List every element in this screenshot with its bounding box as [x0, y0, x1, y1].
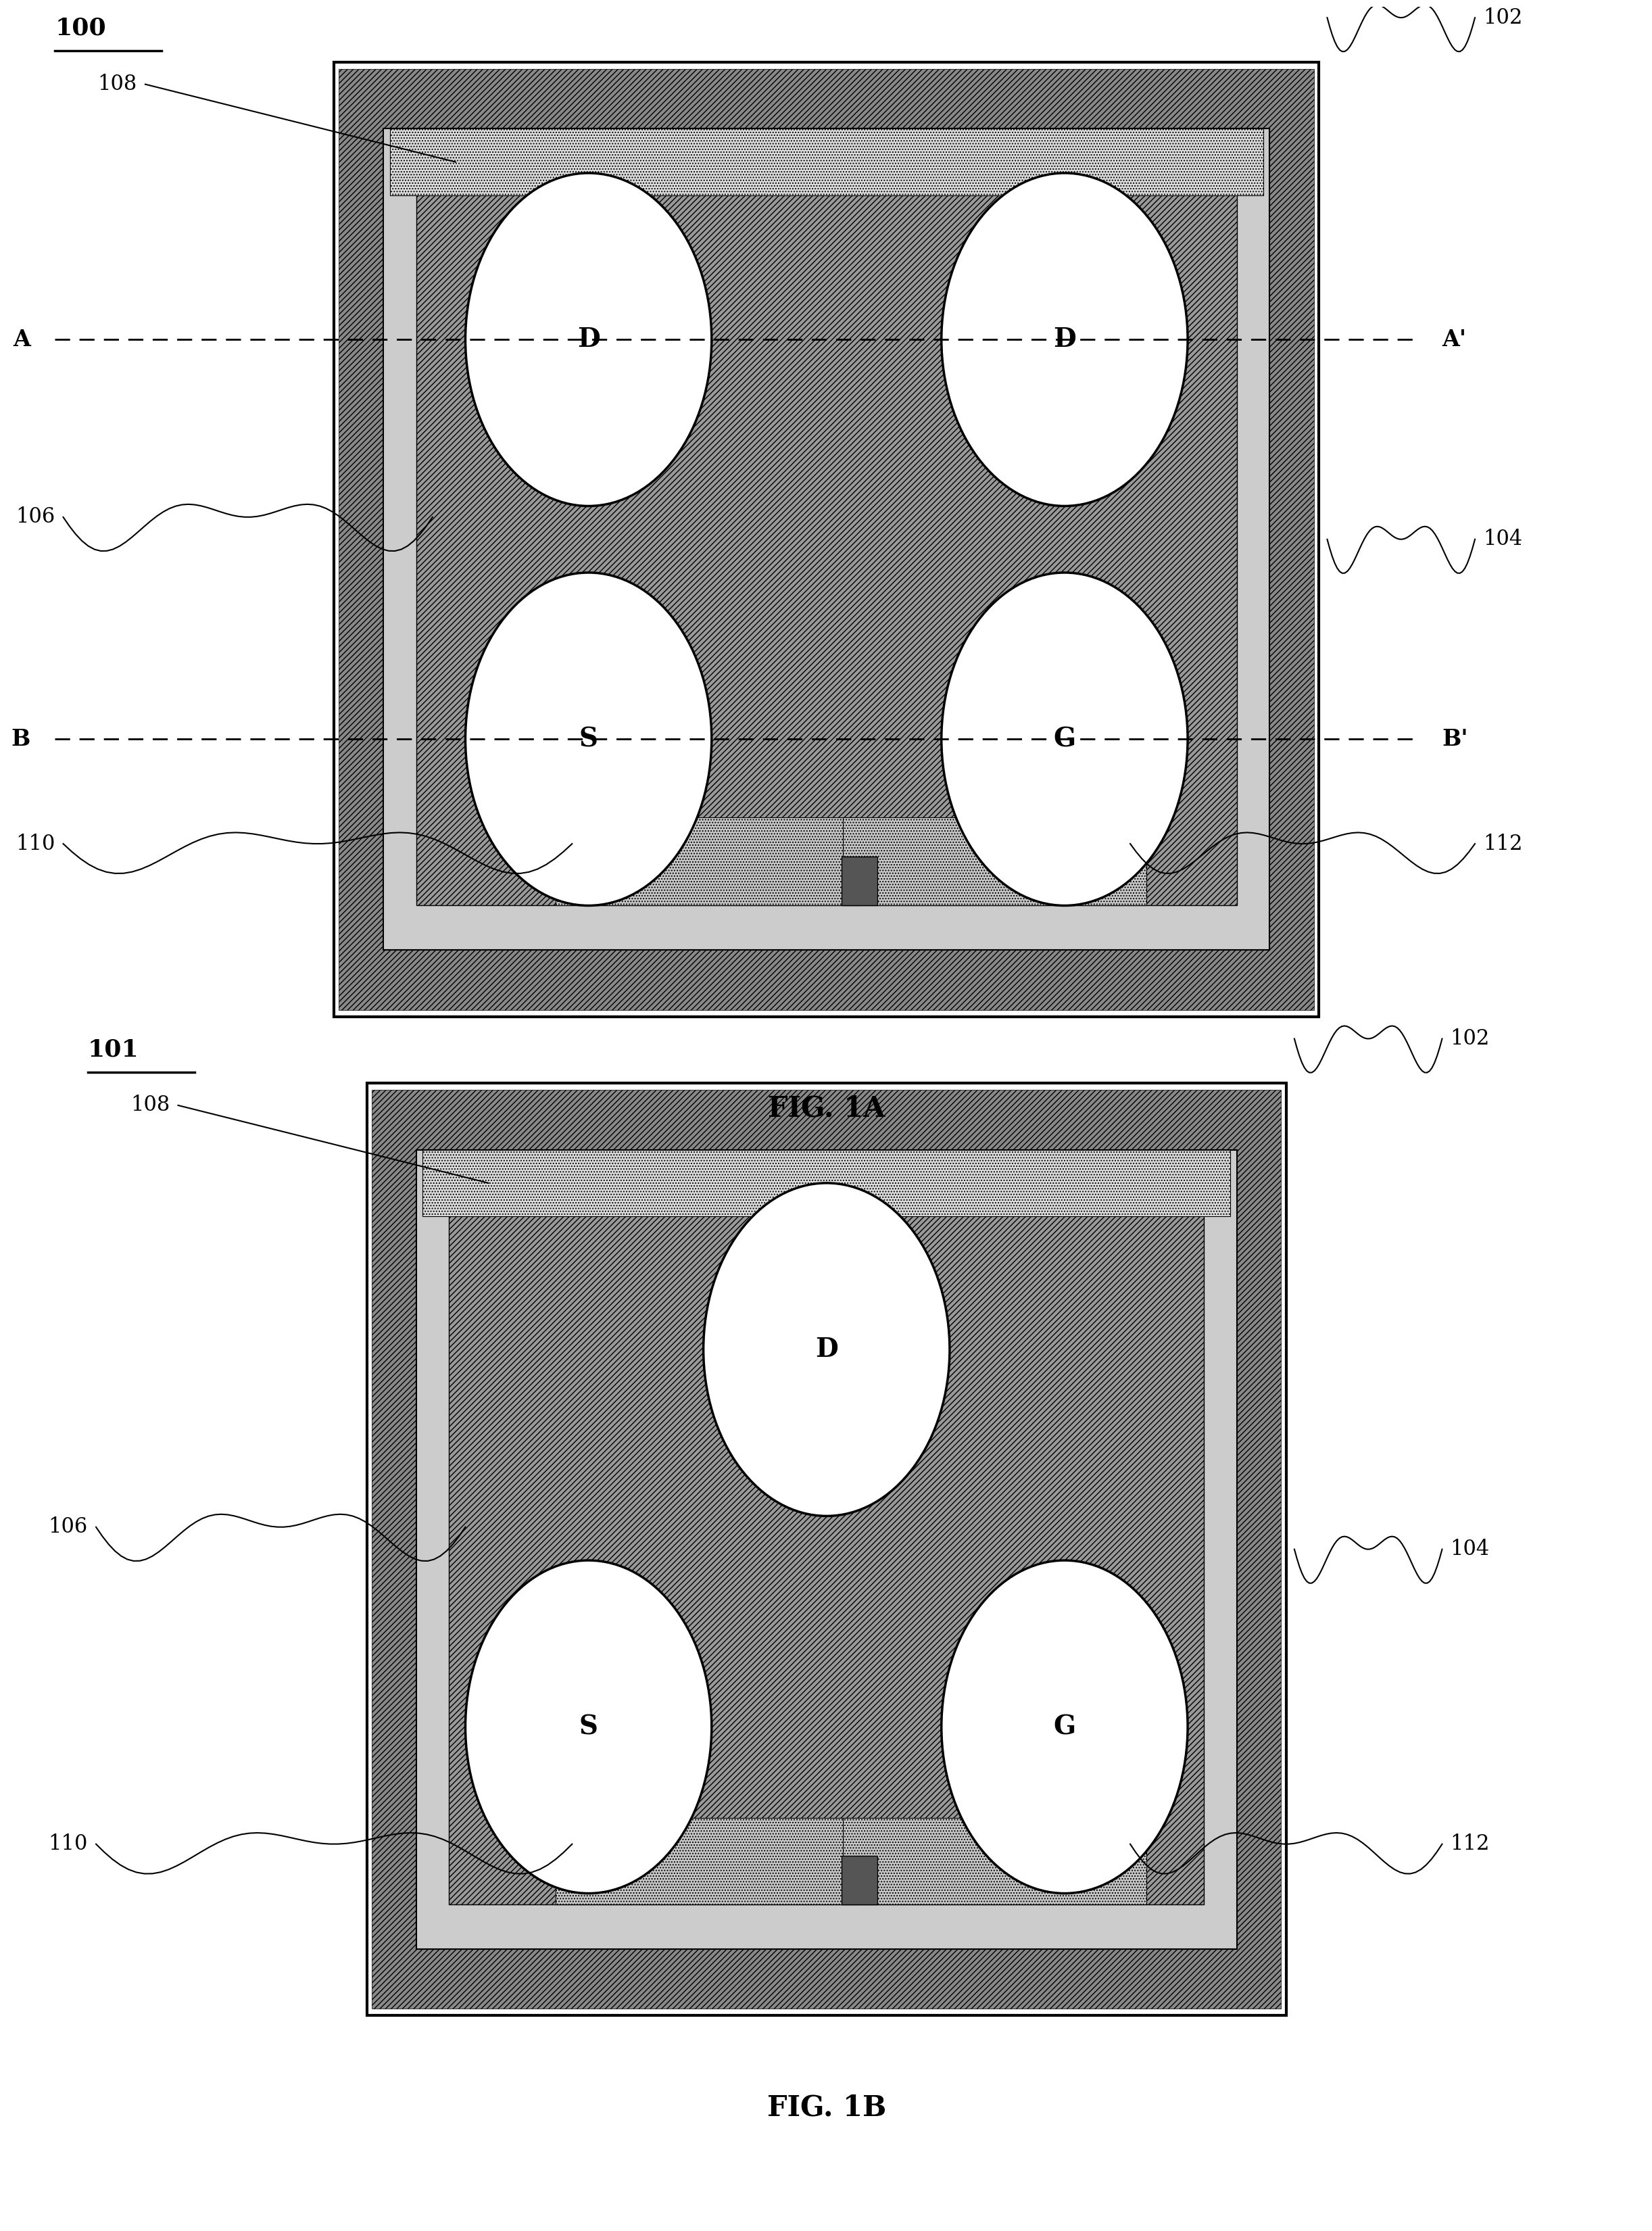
- Text: FIG. 1A: FIG. 1A: [768, 1093, 885, 1122]
- Text: G: G: [1054, 727, 1075, 752]
- Bar: [372, 1089, 1282, 2008]
- Bar: [367, 1082, 1287, 2015]
- Text: A': A': [1442, 328, 1467, 350]
- Text: FIG. 1B: FIG. 1B: [767, 2093, 885, 2122]
- Text: D: D: [577, 326, 600, 352]
- Text: S: S: [580, 727, 598, 752]
- Bar: [555, 817, 859, 906]
- Bar: [390, 129, 1264, 196]
- Bar: [841, 1856, 877, 1905]
- Text: B: B: [12, 727, 30, 750]
- Text: A: A: [13, 328, 30, 350]
- Bar: [334, 62, 1318, 1017]
- Text: 112: 112: [1483, 834, 1523, 854]
- Bar: [383, 129, 1270, 950]
- Bar: [841, 857, 877, 906]
- Text: 102: 102: [1450, 1028, 1490, 1049]
- Text: 104: 104: [1450, 1539, 1490, 1559]
- Circle shape: [466, 174, 712, 506]
- Bar: [449, 1194, 1204, 1905]
- Bar: [416, 174, 1237, 906]
- Text: 101: 101: [88, 1037, 139, 1062]
- Text: 106: 106: [48, 1517, 88, 1537]
- Text: G: G: [1054, 1713, 1075, 1740]
- Circle shape: [942, 573, 1188, 906]
- Circle shape: [466, 573, 712, 906]
- Text: 108: 108: [131, 1095, 170, 1116]
- Text: 102: 102: [1483, 7, 1523, 29]
- Text: B': B': [1442, 727, 1469, 750]
- Text: 110: 110: [15, 834, 55, 854]
- Bar: [339, 69, 1313, 1011]
- Circle shape: [942, 174, 1188, 506]
- Text: 106: 106: [15, 506, 55, 527]
- Text: D: D: [814, 1336, 838, 1363]
- Text: S: S: [580, 1713, 598, 1740]
- Circle shape: [704, 1182, 950, 1517]
- Bar: [843, 817, 1146, 906]
- Bar: [423, 1149, 1231, 1216]
- Bar: [416, 1149, 1237, 1950]
- Text: D: D: [1052, 326, 1075, 352]
- Text: 110: 110: [48, 1834, 88, 1854]
- Text: 100: 100: [55, 18, 106, 40]
- Bar: [843, 1818, 1146, 1905]
- Circle shape: [942, 1559, 1188, 1894]
- Bar: [555, 1818, 859, 1905]
- Text: 112: 112: [1450, 1834, 1490, 1854]
- Circle shape: [466, 1559, 712, 1894]
- Text: 108: 108: [97, 74, 137, 94]
- Text: 104: 104: [1483, 529, 1523, 549]
